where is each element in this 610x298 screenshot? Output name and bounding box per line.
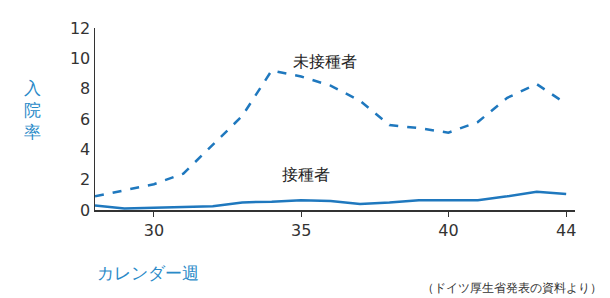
svg-text:2: 2 <box>80 170 90 189</box>
svg-text:44: 44 <box>556 221 576 240</box>
svg-text:入院率: 入院率 <box>24 78 41 142</box>
svg-text:12: 12 <box>70 19 90 38</box>
svg-text:（ドイツ厚生省発表の資料より）: （ドイツ厚生省発表の資料より） <box>422 281 602 295</box>
svg-text:接種者: 接種者 <box>282 165 330 184</box>
svg-text:8: 8 <box>80 79 90 98</box>
svg-text:30: 30 <box>144 221 164 240</box>
svg-text:未接種者: 未接種者 <box>293 52 357 71</box>
svg-text:40: 40 <box>438 221 458 240</box>
svg-text:6: 6 <box>80 110 90 129</box>
svg-text:35: 35 <box>291 221 311 240</box>
svg-text:カレンダー週: カレンダー週 <box>97 263 199 283</box>
svg-text:10: 10 <box>70 49 90 68</box>
svg-text:0: 0 <box>80 201 90 220</box>
svg-text:4: 4 <box>80 140 90 159</box>
